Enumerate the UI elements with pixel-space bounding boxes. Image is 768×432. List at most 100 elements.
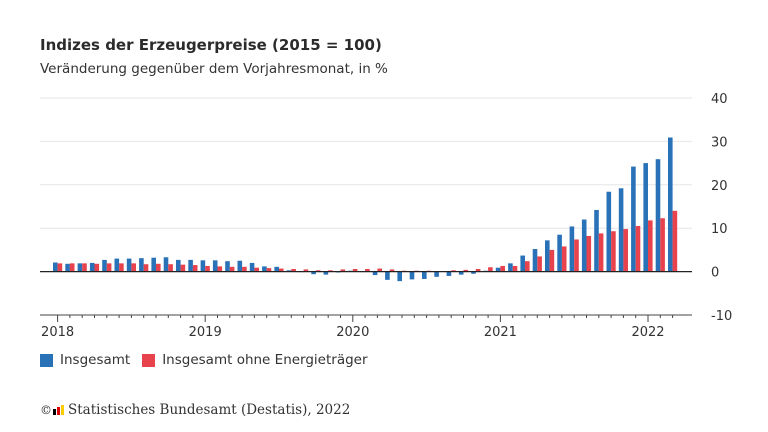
bar-ohne-energietraeger[interactable] xyxy=(156,263,161,272)
bar-insgesamt[interactable] xyxy=(643,163,648,272)
bar-ohne-energietraeger[interactable] xyxy=(168,264,173,272)
bar-ohne-energietraeger[interactable] xyxy=(315,270,321,272)
bar-insgesamt[interactable] xyxy=(163,257,169,272)
bar-ohne-energietraeger[interactable] xyxy=(180,264,186,272)
bar-ohne-energietraeger[interactable] xyxy=(488,267,493,272)
bar-insgesamt[interactable] xyxy=(225,261,230,272)
bar-ohne-energietraeger[interactable] xyxy=(623,229,628,272)
bar-insgesamt[interactable] xyxy=(89,262,95,272)
bar-ohne-energietraeger[interactable] xyxy=(69,263,75,272)
bar-insgesamt[interactable] xyxy=(249,262,255,272)
bar-insgesamt[interactable] xyxy=(200,260,206,272)
bar-insgesamt[interactable] xyxy=(126,258,132,272)
bar-ohne-energietraeger[interactable] xyxy=(525,261,530,272)
bar-insgesamt[interactable] xyxy=(655,159,661,272)
bar-ohne-energietraeger[interactable] xyxy=(549,249,555,272)
bar-ohne-energietraeger[interactable] xyxy=(340,269,346,272)
bar-ohne-energietraeger[interactable] xyxy=(660,218,665,272)
bar-ohne-energietraeger[interactable] xyxy=(266,268,272,272)
bar-insgesamt[interactable] xyxy=(618,188,624,272)
bar-insgesamt[interactable] xyxy=(139,258,144,272)
bar-insgesamt[interactable] xyxy=(323,271,329,275)
legend-swatch-insgesamt xyxy=(40,353,53,367)
bar-ohne-energietraeger[interactable] xyxy=(648,220,653,272)
bar-ohne-energietraeger[interactable] xyxy=(82,263,87,272)
bar-insgesamt[interactable] xyxy=(237,260,243,272)
bar-ohne-energietraeger[interactable] xyxy=(192,265,198,272)
bar-insgesamt[interactable] xyxy=(557,234,562,272)
bar-insgesamt[interactable] xyxy=(434,271,439,277)
bar-ohne-energietraeger[interactable] xyxy=(377,268,382,272)
bar-ohne-energietraeger[interactable] xyxy=(512,265,518,272)
bars xyxy=(53,137,678,282)
bar-ohne-energietraeger[interactable] xyxy=(611,231,616,272)
bar-insgesamt[interactable] xyxy=(532,249,538,272)
bar-insgesamt[interactable] xyxy=(581,219,587,272)
bar-insgesamt[interactable] xyxy=(53,262,58,272)
bar-ohne-energietraeger[interactable] xyxy=(143,264,149,272)
bar-insgesamt[interactable] xyxy=(212,260,218,272)
bar-insgesamt[interactable] xyxy=(458,271,464,275)
bar-ohne-energietraeger[interactable] xyxy=(119,263,124,272)
bar-insgesamt[interactable] xyxy=(102,259,107,272)
bar-ohne-energietraeger[interactable] xyxy=(672,210,678,272)
bar-ohne-energietraeger[interactable] xyxy=(254,267,259,272)
bar-insgesamt[interactable] xyxy=(569,226,575,272)
bar-ohne-energietraeger[interactable] xyxy=(106,263,112,272)
legend-item-ohne-energietraeger[interactable]: Insgesamt ohne Energieträger xyxy=(142,352,368,368)
bar-ohne-energietraeger[interactable] xyxy=(229,266,235,272)
bar-insgesamt[interactable] xyxy=(114,258,120,272)
bar-ohne-energietraeger[interactable] xyxy=(475,269,481,272)
bar-ohne-energietraeger[interactable] xyxy=(365,269,370,272)
bar-insgesamt[interactable] xyxy=(409,271,415,280)
bar-insgesamt[interactable] xyxy=(594,209,599,272)
bar-insgesamt[interactable] xyxy=(77,263,83,272)
grid-lines xyxy=(40,97,692,229)
bar-ohne-energietraeger[interactable] xyxy=(131,263,136,272)
bar-insgesamt[interactable] xyxy=(446,271,452,276)
bar-ohne-energietraeger[interactable] xyxy=(291,269,296,272)
y-tick-label: 40 xyxy=(711,92,728,107)
bar-ohne-energietraeger[interactable] xyxy=(500,265,505,272)
bar-ohne-energietraeger[interactable] xyxy=(205,265,210,272)
bar-insgesamt[interactable] xyxy=(545,240,550,272)
bar-insgesamt[interactable] xyxy=(471,271,476,274)
bar-ohne-energietraeger[interactable] xyxy=(352,269,358,272)
bar-ohne-energietraeger[interactable] xyxy=(586,236,592,272)
bar-insgesamt[interactable] xyxy=(422,271,427,279)
bar-insgesamt[interactable] xyxy=(65,263,70,272)
bar-insgesamt[interactable] xyxy=(508,263,513,272)
bar-insgesamt[interactable] xyxy=(520,255,525,272)
bar-insgesamt[interactable] xyxy=(385,271,390,280)
bar-ohne-energietraeger[interactable] xyxy=(561,246,567,272)
bar-ohne-energietraeger[interactable] xyxy=(328,270,333,272)
bar-insgesamt[interactable] xyxy=(262,266,267,272)
bar-ohne-energietraeger[interactable] xyxy=(574,239,579,272)
bar-insgesamt[interactable] xyxy=(631,166,636,272)
bar-ohne-energietraeger[interactable] xyxy=(279,268,284,272)
bar-insgesamt[interactable] xyxy=(397,271,402,282)
bar-insgesamt[interactable] xyxy=(188,259,193,272)
bar-insgesamt[interactable] xyxy=(176,259,181,272)
bar-ohne-energietraeger[interactable] xyxy=(242,266,247,272)
bar-ohne-energietraeger[interactable] xyxy=(57,263,63,272)
bar-insgesamt[interactable] xyxy=(311,271,316,275)
bar-insgesamt[interactable] xyxy=(151,257,156,272)
bar-ohne-energietraeger[interactable] xyxy=(635,226,641,272)
bar-insgesamt[interactable] xyxy=(286,270,292,272)
bar-ohne-energietraeger[interactable] xyxy=(537,256,542,272)
x-tick-label: 2020 xyxy=(336,325,369,340)
bar-insgesamt[interactable] xyxy=(668,137,673,272)
bar-ohne-energietraeger[interactable] xyxy=(463,269,469,272)
bar-ohne-energietraeger[interactable] xyxy=(94,263,100,272)
bar-insgesamt[interactable] xyxy=(606,191,612,272)
bar-insgesamt[interactable] xyxy=(495,267,501,272)
bar-insgesamt[interactable] xyxy=(274,266,279,272)
bar-ohne-energietraeger[interactable] xyxy=(598,233,604,272)
bar-ohne-energietraeger[interactable] xyxy=(451,270,456,272)
bar-ohne-energietraeger[interactable] xyxy=(217,266,223,272)
bar-insgesamt[interactable] xyxy=(372,271,378,276)
bar-ohne-energietraeger[interactable] xyxy=(303,269,309,272)
bar-ohne-energietraeger[interactable] xyxy=(389,269,395,272)
legend-item-insgesamt[interactable]: Insgesamt xyxy=(40,352,130,368)
